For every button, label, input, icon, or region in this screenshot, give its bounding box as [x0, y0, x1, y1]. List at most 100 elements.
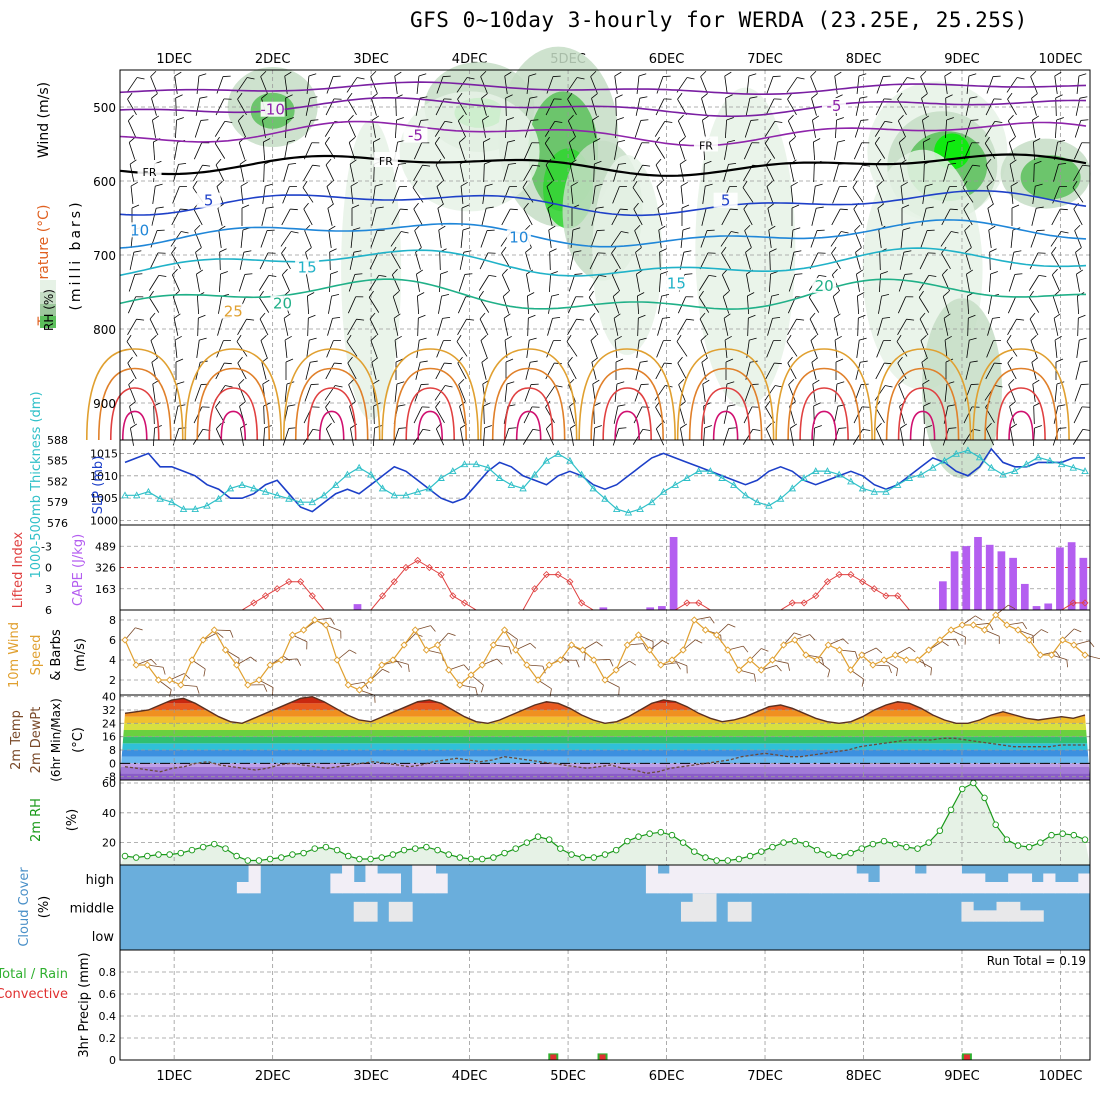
barb-flag: [923, 402, 931, 407]
barb-shaft: [874, 143, 886, 159]
wind-barb: [325, 362, 342, 380]
barb-shaft: [537, 679, 552, 690]
wind-barb: [723, 162, 737, 182]
barb-flag: [767, 203, 775, 209]
day-label-bottom: 1DEC: [156, 1069, 192, 1084]
barb-flag: [240, 181, 248, 187]
barb-flag: [201, 142, 210, 144]
barb-flag: [307, 292, 315, 297]
wind-barb: [149, 252, 166, 270]
barb-flag: [523, 202, 529, 210]
temperature-arch: [306, 387, 357, 441]
barb-shaft: [547, 208, 553, 226]
wind-barb-10m: [1062, 628, 1082, 641]
wind-barb: [1033, 160, 1042, 183]
cape-bar: [646, 607, 655, 610]
barb-shaft: [526, 295, 530, 315]
cape-tick-label: 489: [95, 540, 116, 553]
barb-shaft: [875, 164, 885, 182]
barb-shaft: [349, 252, 355, 270]
wind-barb: [348, 378, 356, 402]
barb-flag: [239, 401, 246, 407]
barb-flag: [508, 646, 512, 655]
barb-flag: [840, 231, 849, 234]
contour-label-bg: [713, 192, 738, 208]
barb-shaft: [614, 340, 618, 358]
rh-area: [120, 783, 1090, 865]
wind-speed-point: [768, 656, 777, 664]
barb-flag: [595, 183, 603, 187]
wind-speed-point: [232, 661, 241, 669]
wind-barb: [901, 204, 910, 226]
wind-speed-point: [835, 646, 844, 654]
thickness-point: [472, 460, 480, 468]
barb-flag: [483, 138, 491, 143]
barb-flag: [352, 227, 361, 231]
barb-shaft: [1032, 427, 1036, 447]
rh-point: [501, 849, 508, 857]
wind-barb: [502, 186, 517, 204]
barb-flag: [576, 318, 585, 321]
barb-shaft: [724, 119, 728, 139]
barb-shaft: [632, 187, 644, 203]
wind-barb: [592, 183, 603, 204]
barb-flag: [550, 271, 558, 275]
wind-barb: [502, 427, 517, 446]
barb-shaft: [767, 208, 773, 226]
rh-legend-group: RH (%): [42, 289, 56, 331]
thickness-point: [811, 467, 820, 475]
wind-barb: [810, 70, 818, 94]
contour-label: FR: [699, 139, 713, 152]
barb-flag: [351, 204, 360, 209]
thickness-point: [636, 505, 644, 513]
wind-barb: [834, 335, 842, 358]
temp2m-legend-2: 2m DewPt: [29, 707, 44, 774]
wind-barb: [613, 404, 626, 424]
thickness-point: [683, 474, 691, 481]
barb-shaft: [327, 208, 333, 226]
barb-flag: [923, 138, 931, 143]
temp-tick-label: 24: [102, 717, 116, 730]
barb-flag: [1081, 142, 1090, 144]
barb-shaft: [261, 208, 267, 226]
thickness-legend: 1000-500mb Thickness (dm): [29, 391, 44, 578]
cloud-high-cell: [762, 865, 775, 894]
lifted-index-point: [449, 592, 457, 600]
cape-bar: [1009, 557, 1017, 610]
barb-flag: [858, 314, 866, 319]
cloud-high-cell: [1008, 873, 1021, 894]
barb-shaft: [238, 142, 246, 160]
barb-shaft: [589, 252, 599, 270]
barb-flag: [284, 335, 292, 341]
barb-flag: [659, 248, 667, 253]
barb-flag: [435, 400, 441, 408]
rh-point: [635, 833, 642, 840]
barb-flag: [238, 114, 244, 122]
cape-bar: [1032, 606, 1041, 610]
barb-flag: [724, 71, 732, 77]
barb-shaft: [677, 319, 687, 335]
barb-flag: [486, 206, 494, 209]
barb-flag: [546, 181, 553, 187]
barb-shaft: [812, 384, 816, 402]
barb-flag: [964, 224, 971, 231]
lifted-index-point: [566, 578, 574, 586]
wind-barb: [194, 224, 202, 248]
contour-label: 10: [130, 221, 149, 239]
barb-shaft: [196, 340, 200, 358]
wind-barb: [699, 312, 709, 336]
wind-barb: [702, 115, 710, 138]
wind-barb: [699, 252, 716, 270]
thickness-point: [648, 498, 656, 506]
barb-flag: [788, 378, 795, 385]
barb-shaft: [263, 163, 265, 183]
barb-shaft: [613, 406, 619, 424]
barb-shaft: [721, 274, 731, 292]
barb-shaft: [963, 208, 973, 226]
barb-shaft: [438, 296, 442, 314]
thickness-tick-label: 579: [47, 496, 68, 509]
barb-flag: [614, 71, 622, 77]
wind-barb-10m: [716, 623, 736, 636]
wind-barb: [720, 231, 739, 247]
barb-flag: [596, 206, 604, 209]
